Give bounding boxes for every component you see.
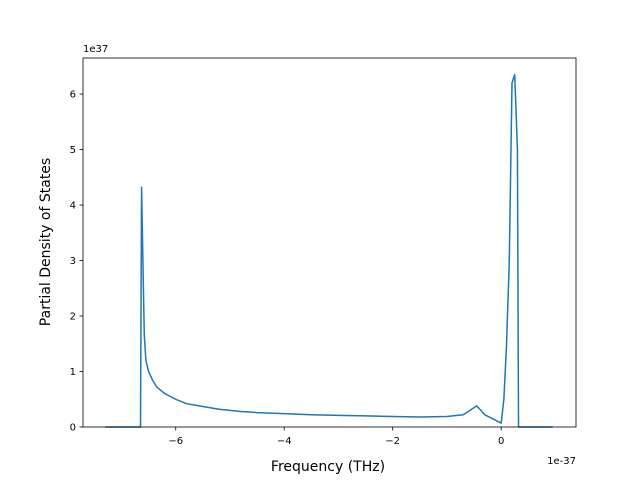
y-tick-label: 6 [70, 90, 76, 101]
axes-frame [82, 57, 577, 428]
x-tick-label: −4 [277, 436, 292, 447]
data-line [105, 73, 553, 428]
y-tick-label: 4 [70, 201, 76, 212]
y-tick-label: 5 [70, 145, 76, 156]
x-axis-label: Frequency (THz) [271, 459, 385, 475]
x-tick-label: −6 [168, 436, 183, 447]
x-offset-text: 1e-37 [547, 456, 576, 467]
x-tick-label: 0 [498, 436, 504, 447]
y-axis-label: Partial Density of States [38, 158, 54, 326]
y-tick-label: 0 [70, 423, 76, 434]
y-tick-label: 2 [70, 312, 76, 323]
plot-area [83, 58, 576, 427]
y-tick-label: 1 [70, 367, 76, 378]
y-offset-text: 1e37 [83, 44, 108, 55]
y-tick-label: 3 [70, 256, 76, 267]
x-tick-label: −2 [385, 436, 400, 447]
